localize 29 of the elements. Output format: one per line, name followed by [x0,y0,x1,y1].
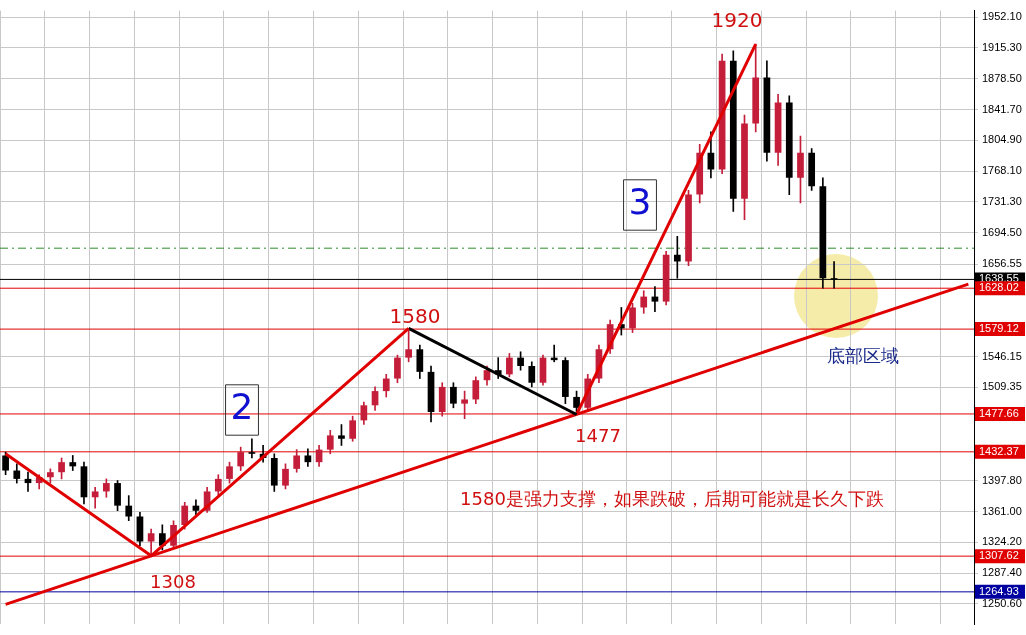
annotation: 3 [628,181,652,223]
y-tick-label: 1694.50 [982,225,1022,238]
y-tick-label: 1952.10 [982,10,1022,23]
ref-line-label: 1628.02 [979,281,1019,294]
y-tick-label: 1768.10 [982,164,1022,177]
y-tick-label: 1397.80 [982,473,1022,486]
y-tick-label: 1324.20 [982,535,1022,548]
ref-line-label: 1432.37 [979,444,1019,457]
y-tick-label: 1509.35 [982,380,1022,393]
annotation: 1920 [711,8,763,33]
ref-line-label: 1477.66 [979,406,1019,419]
y-tick-label: 1731.30 [982,194,1022,207]
y-tick-label: 1361.00 [982,504,1022,517]
y-tick-label: 1250.60 [982,596,1022,609]
y-tick-label: 1804.90 [982,133,1022,146]
y-tick-label: 1546.15 [982,349,1022,362]
y-tick-label: 1656.55 [982,257,1022,270]
annotation: 1308 [150,570,196,592]
annotation: 1477 [575,424,621,446]
y-tick-label: 1878.50 [982,71,1022,84]
y-tick-label: 1841.70 [982,102,1022,115]
annotation: 底部区域 [827,344,899,366]
ref-line-label: 1307.62 [979,549,1019,562]
annotation: 1580是强力支撑，如果跌破，后期可能就是长久下跌 [460,487,884,509]
y-tick-label: 1287.40 [982,566,1022,579]
y-tick-label: 1915.30 [982,41,1022,54]
ref-line-label: 1264.93 [979,584,1019,597]
annotation: 1580 [389,304,441,329]
ref-line-label: 1579.12 [979,322,1019,335]
